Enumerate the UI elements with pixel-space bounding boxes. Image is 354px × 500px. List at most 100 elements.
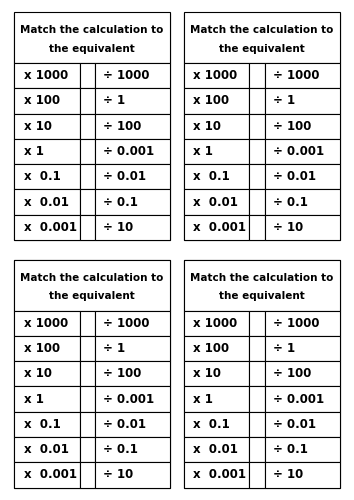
Text: ÷ 0.001: ÷ 0.001 bbox=[103, 392, 154, 406]
Bar bbox=[14, 386, 80, 411]
Bar bbox=[265, 114, 340, 139]
Text: x 1000: x 1000 bbox=[23, 316, 68, 330]
Bar bbox=[184, 88, 250, 114]
Bar bbox=[14, 190, 80, 214]
Text: x  0.01: x 0.01 bbox=[193, 443, 238, 456]
Bar bbox=[95, 214, 170, 240]
Bar bbox=[184, 164, 250, 190]
Text: Match the calculation to: Match the calculation to bbox=[190, 272, 334, 282]
Bar bbox=[265, 386, 340, 411]
Text: x  0.1: x 0.1 bbox=[193, 418, 230, 431]
Text: ÷ 0.01: ÷ 0.01 bbox=[273, 418, 316, 431]
Text: x  0.01: x 0.01 bbox=[23, 196, 68, 208]
Text: ÷ 0.01: ÷ 0.01 bbox=[103, 418, 146, 431]
Text: Match the calculation to: Match the calculation to bbox=[190, 25, 334, 35]
Bar bbox=[250, 310, 265, 336]
Text: the equivalent: the equivalent bbox=[49, 44, 135, 54]
Text: ÷ 1000: ÷ 1000 bbox=[103, 69, 149, 82]
Bar bbox=[80, 88, 95, 114]
Text: ÷ 0.1: ÷ 0.1 bbox=[103, 443, 138, 456]
Bar bbox=[14, 336, 80, 361]
Text: Match the calculation to: Match the calculation to bbox=[20, 272, 164, 282]
Bar bbox=[95, 361, 170, 386]
Bar bbox=[250, 361, 265, 386]
Bar bbox=[184, 214, 250, 240]
Bar bbox=[184, 114, 250, 139]
Text: ÷ 1: ÷ 1 bbox=[103, 342, 125, 355]
Bar bbox=[250, 114, 265, 139]
Text: ÷ 1000: ÷ 1000 bbox=[103, 316, 149, 330]
Bar bbox=[265, 462, 340, 487]
Text: x 1000: x 1000 bbox=[23, 69, 68, 82]
Bar bbox=[80, 310, 95, 336]
Bar bbox=[250, 139, 265, 164]
Bar bbox=[95, 386, 170, 411]
Text: x 10: x 10 bbox=[23, 120, 51, 132]
Text: ÷ 1000: ÷ 1000 bbox=[273, 69, 319, 82]
Text: ÷ 100: ÷ 100 bbox=[103, 367, 141, 380]
Bar bbox=[95, 139, 170, 164]
Bar bbox=[250, 386, 265, 411]
Bar bbox=[14, 412, 80, 437]
Bar bbox=[184, 412, 250, 437]
Bar bbox=[14, 462, 80, 487]
Text: x 1000: x 1000 bbox=[193, 316, 238, 330]
Bar bbox=[14, 114, 80, 139]
Bar bbox=[184, 437, 250, 462]
Text: x 10: x 10 bbox=[23, 367, 51, 380]
Bar bbox=[80, 164, 95, 190]
Text: ÷ 0.01: ÷ 0.01 bbox=[273, 170, 316, 183]
Bar bbox=[14, 437, 80, 462]
Bar bbox=[95, 310, 170, 336]
Bar bbox=[14, 139, 80, 164]
Text: x 1000: x 1000 bbox=[193, 69, 238, 82]
Bar bbox=[80, 336, 95, 361]
Text: ÷ 0.001: ÷ 0.001 bbox=[273, 392, 324, 406]
Text: x 1: x 1 bbox=[193, 392, 213, 406]
Text: x 10: x 10 bbox=[193, 120, 221, 132]
Bar bbox=[14, 63, 80, 88]
Text: x  0.001: x 0.001 bbox=[23, 468, 76, 481]
Text: ÷ 0.001: ÷ 0.001 bbox=[273, 145, 324, 158]
Text: ÷ 100: ÷ 100 bbox=[273, 367, 311, 380]
Bar bbox=[250, 164, 265, 190]
Bar bbox=[184, 260, 340, 310]
Text: x 100: x 100 bbox=[193, 94, 229, 108]
Bar bbox=[250, 214, 265, 240]
Bar bbox=[250, 88, 265, 114]
Text: ÷ 10: ÷ 10 bbox=[273, 468, 303, 481]
Bar bbox=[184, 462, 250, 487]
Bar bbox=[80, 361, 95, 386]
Text: ÷ 0.1: ÷ 0.1 bbox=[103, 196, 138, 208]
Bar bbox=[265, 214, 340, 240]
Bar bbox=[14, 12, 170, 63]
Text: x  0.01: x 0.01 bbox=[193, 196, 238, 208]
Text: x  0.001: x 0.001 bbox=[193, 221, 246, 234]
Bar bbox=[80, 462, 95, 487]
Bar bbox=[265, 190, 340, 214]
Bar bbox=[14, 164, 80, 190]
Bar bbox=[80, 190, 95, 214]
Text: x 100: x 100 bbox=[193, 342, 229, 355]
Text: x  0.1: x 0.1 bbox=[193, 170, 230, 183]
Bar bbox=[265, 63, 340, 88]
Bar bbox=[265, 310, 340, 336]
Bar bbox=[184, 63, 250, 88]
Bar bbox=[80, 386, 95, 411]
Bar bbox=[80, 412, 95, 437]
Text: x  0.001: x 0.001 bbox=[193, 468, 246, 481]
Bar bbox=[80, 139, 95, 164]
Bar bbox=[265, 412, 340, 437]
Bar bbox=[184, 386, 250, 411]
Bar bbox=[250, 190, 265, 214]
Text: ÷ 10: ÷ 10 bbox=[273, 221, 303, 234]
Bar bbox=[14, 88, 80, 114]
Bar bbox=[184, 12, 340, 63]
Bar bbox=[80, 114, 95, 139]
Text: the equivalent: the equivalent bbox=[219, 44, 305, 54]
Bar bbox=[80, 214, 95, 240]
Text: x 100: x 100 bbox=[23, 342, 59, 355]
Bar bbox=[95, 88, 170, 114]
Text: x  0.1: x 0.1 bbox=[23, 418, 60, 431]
Bar bbox=[265, 336, 340, 361]
